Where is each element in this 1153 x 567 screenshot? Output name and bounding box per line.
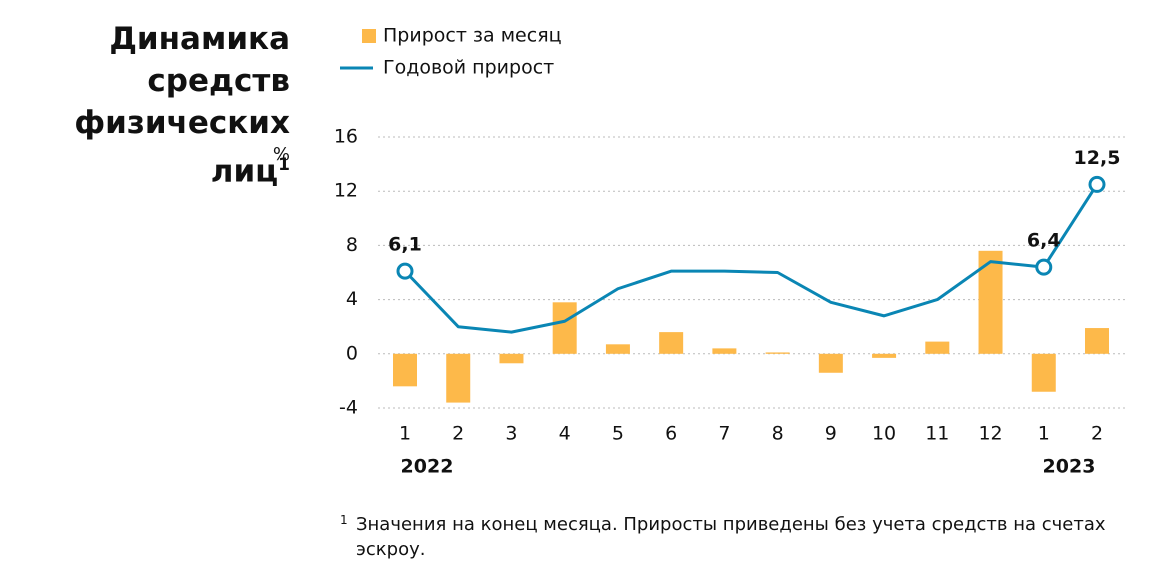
y-tick-label: 0 [346,342,358,364]
point-marker [1035,258,1053,276]
x-tick-label: 7 [718,423,730,445]
x-tick-label: 8 [772,423,784,445]
x-tick-label: 2 [1091,423,1103,445]
data-label: 12,5 [1074,147,1121,169]
x-tick-label: 2 [452,423,464,445]
data-label: 6,1 [388,234,422,256]
y-tick-label: 4 [346,288,358,310]
bar [605,344,630,354]
bar [1085,328,1109,354]
x-group-label: 2023 [1043,456,1096,478]
x-tick-label: 9 [825,423,837,445]
x-tick-label: 12 [978,423,1002,445]
footnote-mark: 1 [340,513,348,527]
x-tick-label: 5 [612,423,624,445]
x-group-label: 2022 [401,456,454,478]
unit: % [272,144,290,165]
line [403,183,1099,334]
y-tick-label: 8 [346,234,358,256]
bar [499,353,524,364]
point-marker [396,262,414,280]
x-tick-label: 3 [505,423,517,445]
bar [1031,353,1056,392]
x-tick-label: 11 [925,423,949,445]
x-tick-label: 4 [559,423,571,445]
legend-swatch [362,29,376,43]
point-marker [1088,175,1106,193]
x-tick-label: 1 [1038,423,1050,445]
legend-label: Прирост за месяц [383,25,562,47]
y-tick-label: -4 [339,397,358,419]
title-note: 1 [278,155,290,175]
bar [818,353,843,373]
bar [659,332,684,354]
chart-title-block: Динамика средств физических лиц1 [0,18,290,192]
legend-label: Годовой прирост [383,57,554,79]
y-tick-label: 16 [334,126,358,148]
bar [765,352,790,354]
x-tick-label: 6 [665,423,677,445]
bar [925,341,950,354]
x-tick-label: 10 [872,423,896,445]
y-tick-label: 12 [334,180,358,202]
bar [712,348,737,354]
footnote-text: Значения на конец месяца. Приросты приве… [356,514,1106,560]
bar [446,353,471,403]
footnote: 1 Значения на конец месяца. Приросты прив… [340,512,1146,562]
x-tick-label: 1 [399,423,411,445]
chart-title: Динамика средств физических лиц [74,21,290,190]
bar [552,302,577,354]
bar [393,353,417,387]
data-label: 6,4 [1027,230,1061,252]
bar [872,353,897,358]
